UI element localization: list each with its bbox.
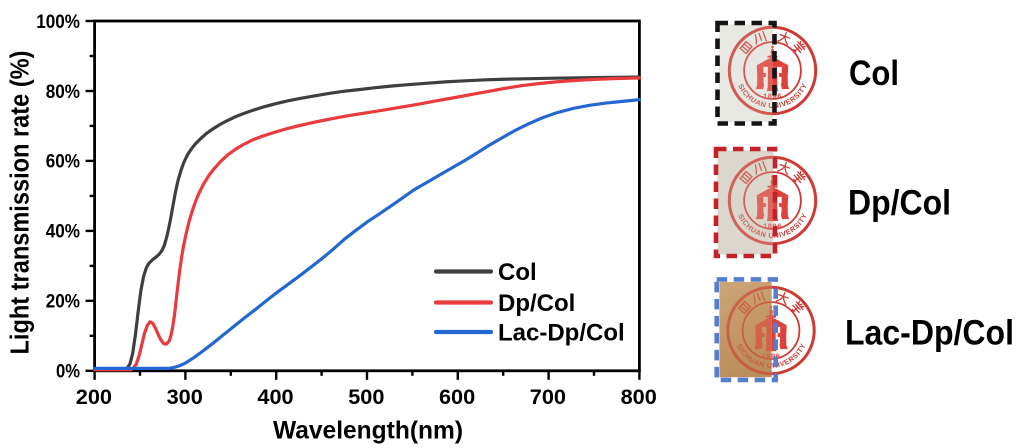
svg-text:Col: Col	[849, 54, 899, 93]
svg-text:80%: 80%	[46, 82, 80, 103]
svg-text:0%: 0%	[56, 362, 80, 383]
svg-text:Lac-Dp/Col: Lac-Dp/Col	[498, 320, 625, 347]
svg-text:Lac-Dp/Col: Lac-Dp/Col	[845, 314, 1014, 353]
svg-text:40%: 40%	[46, 222, 80, 243]
svg-text:20%: 20%	[46, 292, 80, 313]
svg-text:400: 400	[257, 384, 293, 409]
svg-text:200: 200	[76, 384, 112, 409]
svg-text:Wavelength(nm): Wavelength(nm)	[273, 417, 463, 445]
svg-text:800: 800	[621, 384, 657, 409]
svg-text:500: 500	[348, 384, 384, 409]
svg-text:Dp/Col: Dp/Col	[848, 184, 951, 223]
svg-text:100%: 100%	[36, 12, 80, 33]
svg-text:Dp/Col: Dp/Col	[498, 290, 575, 317]
svg-text:Col: Col	[498, 259, 537, 286]
svg-text:600: 600	[439, 384, 475, 409]
svg-text:60%: 60%	[46, 152, 80, 173]
svg-text:Light transmission rate (%): Light transmission rate (%)	[7, 51, 35, 355]
svg-text:700: 700	[530, 384, 566, 409]
svg-text:300: 300	[167, 384, 203, 409]
